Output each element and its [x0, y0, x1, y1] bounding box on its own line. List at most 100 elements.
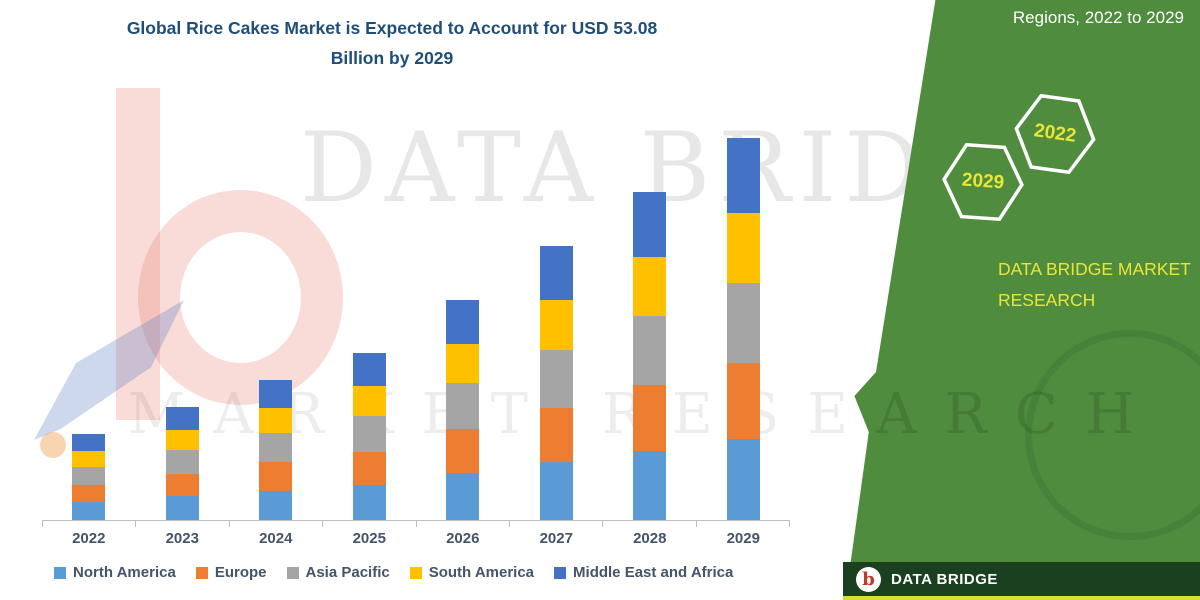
bar-segment-asia-pacific — [633, 316, 667, 386]
panel-brand-line1: DATA BRIDGE MARKET — [998, 259, 1191, 279]
databridge-logo-icon: b — [856, 566, 881, 592]
chart-legend: North America Europe Asia Pacific South Ame… — [42, 564, 790, 581]
panel-brand-line2: RESEARCH — [998, 289, 1096, 310]
bar-segment-middle-east-and-africa — [446, 299, 480, 344]
legend-swatch — [409, 566, 422, 579]
bar-column-2025 — [323, 121, 417, 520]
bar-segment-asia-pacific — [446, 383, 480, 430]
bar-column-2027 — [510, 121, 604, 520]
footer-brand-bar: b DATA BRIDGE — [843, 562, 1200, 596]
legend-item: Europe — [195, 564, 267, 581]
footer-accent-strip — [843, 596, 1200, 600]
bar-segment-europe — [539, 407, 573, 463]
bar-stack — [72, 433, 106, 520]
legend-item: South America — [409, 564, 535, 581]
axis-tick — [135, 521, 137, 527]
x-axis-label: 2028 — [633, 530, 667, 547]
bar-stack — [165, 406, 199, 520]
bar-segment-asia-pacific — [72, 466, 106, 485]
bar-segment-south-america — [259, 407, 293, 433]
bar-segment-europe — [259, 462, 293, 491]
bar-segment-asia-pacific — [352, 416, 386, 452]
bar-segment-north-america — [446, 473, 480, 520]
bar-segment-europe — [165, 473, 199, 497]
bar-stack — [539, 245, 573, 520]
bar-segment-europe — [352, 451, 386, 485]
panel-brand-text: DATA BRIDGE MARKET RESEARCH — [998, 254, 1191, 315]
bar-segment-middle-east-and-africa — [352, 353, 386, 387]
bar-stack — [633, 191, 667, 520]
bar-segment-north-america — [726, 439, 760, 520]
bar-column-2022 — [42, 121, 136, 520]
axis-ticks — [42, 521, 790, 527]
x-axis-label: 2024 — [259, 530, 293, 547]
bar-segment-asia-pacific — [726, 282, 760, 364]
bar-segment-middle-east-and-africa — [539, 245, 573, 301]
hexagon-outline-icon — [942, 142, 1024, 222]
bar-segment-north-america — [539, 462, 573, 520]
bar-segment-middle-east-and-africa — [72, 433, 106, 451]
axis-tick — [789, 521, 790, 527]
bar-stack — [726, 137, 760, 520]
hexagon-outline-icon — [1014, 93, 1096, 175]
axis-tick — [322, 521, 324, 527]
bar-segment-south-america — [633, 257, 667, 317]
chart-title-line1: Global Rice Cakes Market is Expected to … — [126, 18, 658, 38]
legend-item: Asia Pacific — [286, 564, 390, 581]
legend-label: South America — [428, 564, 535, 581]
bar-stack — [259, 380, 293, 520]
panel-watermark-circle — [1025, 330, 1200, 540]
chart-title-line2: Billion by 2029 — [330, 47, 454, 68]
plot-area — [42, 121, 790, 521]
bar-column-2028 — [603, 121, 697, 520]
legend-item: North America — [54, 564, 176, 581]
x-axis-label: 2027 — [539, 530, 573, 547]
x-axis-label: 2022 — [72, 530, 106, 547]
bar-segment-north-america — [259, 490, 293, 520]
bar-column-2023 — [136, 121, 230, 520]
bar-column-2029 — [697, 121, 791, 520]
bar-segment-middle-east-and-africa — [259, 380, 293, 408]
bar-column-2026 — [416, 121, 510, 520]
bar-segment-north-america — [165, 496, 199, 520]
x-axis-labels: 2022 2023 2024 2025 2026 2027 2028 2029 — [42, 530, 790, 547]
bar-segment-middle-east-and-africa — [165, 406, 199, 430]
bar-segment-asia-pacific — [539, 350, 573, 408]
panel-heading: Regions, 2022 to 2029 — [1012, 8, 1184, 27]
bar-segment-europe — [633, 385, 667, 451]
axis-tick — [695, 521, 697, 527]
legend-swatch — [286, 566, 299, 579]
x-axis-label: 2025 — [352, 530, 386, 547]
plot-wrap: 2022 2023 2024 2025 2026 2027 2028 2029 North A… — [42, 121, 790, 581]
axis-tick — [602, 521, 604, 527]
bar-column-2024 — [229, 121, 323, 520]
bar-segment-middle-east-and-africa — [633, 191, 667, 258]
bar-segment-south-america — [539, 300, 573, 351]
bar-segment-asia-pacific — [165, 450, 199, 474]
legend-item: Middle East and Africa — [554, 564, 733, 581]
bar-segment-south-america — [165, 429, 199, 451]
axis-tick — [228, 521, 230, 527]
bar-segment-south-america — [352, 386, 386, 417]
legend-label: North America — [73, 564, 176, 581]
legend-label: Middle East and Africa — [573, 564, 734, 581]
axis-tick — [42, 521, 43, 527]
bar-stack — [352, 353, 386, 520]
bar-segment-asia-pacific — [259, 432, 293, 463]
legend-label: Europe — [214, 564, 267, 581]
legend-label: Asia Pacific — [305, 564, 390, 581]
legend-swatch — [554, 566, 567, 579]
footer-brand-name: DATA BRIDGE — [891, 570, 998, 588]
axis-tick — [415, 521, 417, 527]
axis-tick — [508, 521, 510, 527]
bar-segment-europe — [72, 484, 106, 502]
hexagon-2029: 2029 — [937, 139, 1028, 225]
legend-swatch — [195, 566, 208, 579]
bar-segment-middle-east-and-africa — [726, 137, 760, 214]
bar-segment-north-america — [633, 450, 667, 520]
x-axis-label: 2029 — [726, 530, 760, 547]
bar-segment-europe — [446, 429, 480, 474]
x-axis-label: 2026 — [446, 530, 480, 547]
bar-segment-north-america — [352, 484, 386, 520]
bar-segment-europe — [726, 363, 760, 440]
